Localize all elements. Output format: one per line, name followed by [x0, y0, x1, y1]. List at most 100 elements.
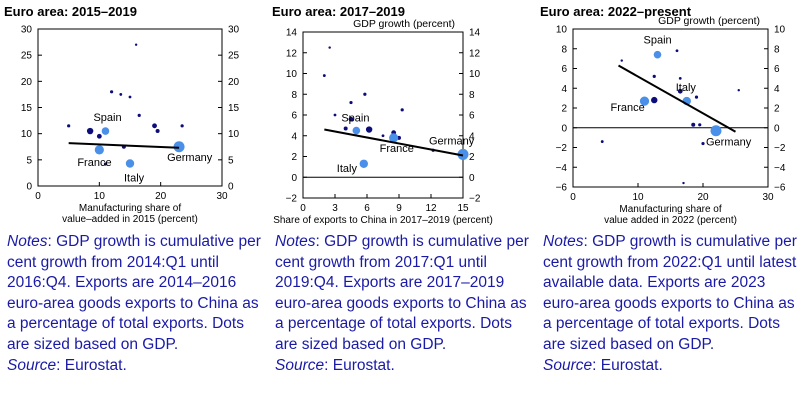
point-label: Germany [429, 135, 475, 147]
data-point [620, 59, 623, 62]
y-tick-label: 30 [228, 25, 240, 36]
data-point [103, 162, 108, 166]
highlight-point [389, 133, 399, 143]
data-point [698, 123, 702, 127]
data-point [349, 100, 353, 105]
x-tick-label: 20 [155, 191, 167, 202]
y-tick-label: 0 [774, 123, 780, 134]
point-label: Germany [706, 137, 752, 149]
x-tick-label: 0 [570, 192, 576, 203]
y-tick-label: 12 [469, 48, 481, 59]
data-point [348, 116, 354, 122]
data-point [677, 88, 683, 94]
y-tick-label: 14 [469, 28, 481, 39]
point-label: France [77, 157, 111, 169]
data-point [737, 89, 740, 92]
notes-text: : GDP growth is cumulative per cent grow… [543, 233, 797, 353]
highlight-point [710, 125, 722, 137]
data-point [86, 127, 94, 135]
y-tick-label: 6 [774, 64, 780, 75]
highlight-point [653, 50, 662, 59]
point-label: Italy [676, 82, 697, 94]
y-tick-label: 8 [469, 90, 475, 101]
x-tick-label: 6 [364, 203, 370, 214]
x-axis-label: value–added in 2015 (percent) [62, 214, 198, 225]
x-axis-label: Manufacturing share of [79, 203, 182, 214]
y-tick-label: −2 [556, 143, 568, 154]
y-tick-label: 0 [291, 173, 297, 184]
y-tick-label: 4 [469, 131, 475, 142]
y-tick-label: 0 [228, 182, 234, 193]
notes-text: : GDP growth is cumulative per cent grow… [7, 233, 261, 353]
y-tick-label: 4 [291, 131, 297, 142]
y-tick-label: 15 [21, 103, 33, 114]
x-axis-label: value added in 2022 (percent) [604, 215, 737, 226]
source-text: : Eurostat. [592, 356, 663, 374]
chart-title: Euro area: 2017–2019 [272, 4, 405, 19]
y-axis-label: GDP growth (percent) [658, 15, 760, 27]
data-point [128, 95, 132, 99]
highlight-point [352, 126, 361, 135]
data-point [694, 95, 699, 99]
plot-frame [302, 31, 464, 199]
data-point [678, 76, 682, 80]
y-tick-label: −4 [774, 163, 786, 174]
x-tick-label: 10 [632, 192, 644, 203]
y-tick-label: 25 [228, 51, 240, 62]
data-point [343, 126, 348, 131]
highlight-point [101, 127, 110, 135]
highlight-point [94, 145, 104, 155]
data-point [682, 181, 685, 185]
trend-line [618, 64, 736, 133]
y-tick-label: 2 [291, 152, 297, 163]
y-tick-label: −6 [556, 183, 568, 194]
point-label: Italy [124, 172, 145, 184]
notes-block: Notes: GDP growth is cumulative per cent… [275, 232, 533, 376]
y-tick-label: 8 [774, 44, 780, 55]
source-label: Source [275, 356, 325, 374]
data-point [134, 43, 138, 46]
y-tick-label: 4 [774, 84, 780, 95]
point-label: Italy [337, 163, 358, 175]
y-tick-label: 10 [286, 69, 298, 80]
notes-text: : GDP growth is cumulative per cent grow… [275, 233, 529, 353]
y-tick-label: −2 [469, 194, 481, 205]
point-label: France [380, 143, 414, 155]
data-point [701, 141, 705, 146]
chart-panel: Euro area: 2017–2019 GDP growth (percent)… [268, 0, 533, 402]
chart-title: Euro area: 2015–2019 [4, 4, 137, 19]
data-point [322, 74, 326, 77]
data-point [333, 113, 337, 117]
y-tick-label: 5 [228, 155, 234, 166]
highlight-point [457, 148, 469, 160]
y-tick-label: 8 [291, 90, 297, 101]
y-tick-label: 10 [228, 129, 240, 140]
trend-line [324, 128, 464, 157]
x-tick-label: 3 [332, 203, 338, 214]
x-axis-label: Manufacturing share of [619, 204, 722, 215]
plot-frame [572, 28, 769, 188]
trend-line [68, 142, 180, 149]
highlight-point [639, 96, 650, 106]
y-tick-label: 2 [561, 104, 567, 115]
data-point [67, 124, 71, 128]
y-tick-label: 15 [228, 103, 240, 114]
y-tick-label: 8 [561, 44, 567, 55]
source-label: Source [543, 356, 593, 374]
data-point [110, 90, 114, 94]
y-tick-label: 0 [469, 173, 475, 184]
point-label: France [611, 102, 645, 114]
y-tick-label: −6 [774, 183, 786, 194]
y-axis-label: GDP growth (percent) [353, 18, 455, 30]
y-tick-label: 30 [21, 25, 33, 36]
point-label: Germany [167, 152, 213, 164]
data-point [651, 96, 658, 104]
source-label: Source [7, 356, 57, 374]
notes-label: Notes [543, 233, 584, 250]
notes-label: Notes [7, 233, 48, 250]
y-tick-label: −2 [774, 143, 786, 154]
x-axis-label: Share of exports to China in 2017–2019 (… [273, 215, 493, 226]
y-tick-label: 10 [556, 25, 568, 36]
